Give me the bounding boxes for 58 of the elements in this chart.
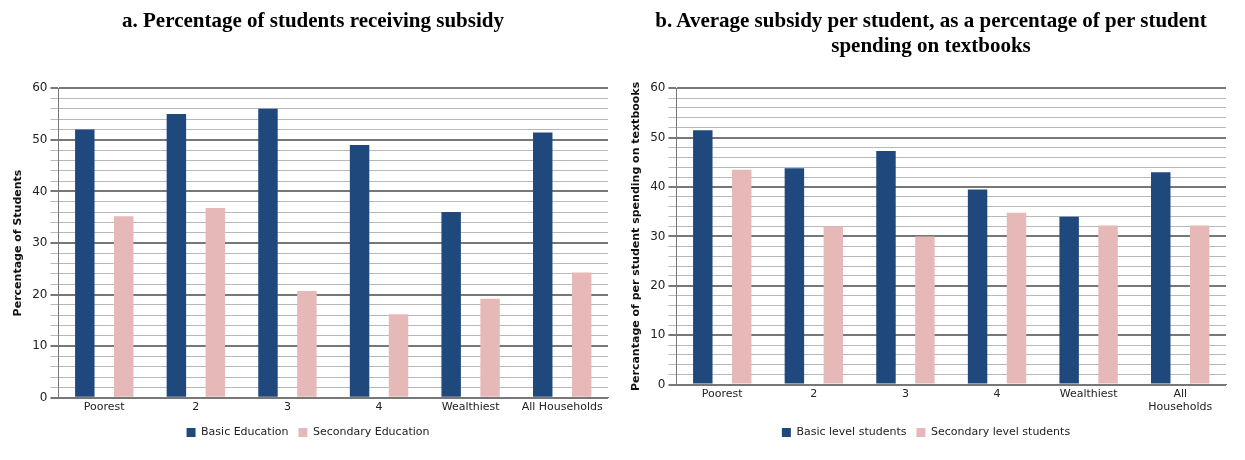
y-tick-label: 40 [650, 179, 666, 194]
bar [114, 216, 134, 397]
bar [693, 130, 713, 384]
legend-label: Secondary Education [312, 425, 430, 439]
bar [75, 129, 95, 397]
legend-label: Basic Education [201, 425, 289, 439]
y-tick-label: 50 [32, 131, 48, 146]
bar [876, 150, 896, 384]
bar [533, 132, 553, 397]
bar [571, 272, 592, 397]
bar [1151, 172, 1171, 384]
bar [480, 298, 500, 397]
y-tick-label: 60 [650, 80, 666, 95]
x-tick-label: Poorest [701, 387, 744, 401]
chart-title: a. Percentage of students receiving subsidy [121, 8, 505, 34]
legend-label: Basic level students [796, 425, 907, 439]
legend-label: Secondary level students [930, 425, 1071, 439]
x-tick-label: Poorest [83, 400, 126, 414]
bar [258, 108, 278, 397]
bar [1059, 216, 1079, 384]
y-tick-label: 20 [32, 286, 48, 301]
x-tick-label: 3 [283, 400, 291, 414]
bar [297, 290, 317, 397]
y-tick-label: 50 [650, 129, 666, 144]
bar [1189, 225, 1210, 384]
y-tick-label: 10 [650, 327, 666, 342]
bar [1098, 225, 1118, 384]
bar [349, 144, 370, 397]
x-tick-label: 4 [993, 387, 1001, 401]
chart-title: b. Average subsidy per student, as a percentage of per student spending on textbooks [654, 8, 1208, 59]
x-tick-label: Wealthiest [441, 400, 501, 414]
y-tick-label: 0 [39, 389, 48, 404]
x-tick-label: 2 [810, 387, 818, 401]
bar [166, 114, 187, 397]
x-tick-label: All Households [1148, 387, 1213, 414]
bar [1006, 212, 1027, 384]
x-tick-label: Wealthiest [1059, 387, 1119, 401]
x-tick-label: 3 [901, 387, 909, 401]
y-tick-label: 10 [32, 338, 48, 353]
x-tick-label: All Households [521, 400, 604, 414]
bar [388, 314, 409, 397]
x-tick-label: 4 [375, 400, 383, 414]
bar [732, 169, 752, 384]
y-tick-label: 30 [650, 228, 666, 243]
bar [967, 189, 988, 384]
bar [784, 168, 805, 384]
y-tick-label: 30 [32, 235, 48, 250]
y-axis-title: Percentage of Students [11, 169, 25, 317]
y-tick-label: 20 [650, 277, 666, 292]
bar [915, 236, 935, 384]
y-tick-label: 0 [657, 376, 666, 391]
y-tick-label: 40 [32, 183, 48, 198]
y-axis-title: Percantage of per student spending on textbooks [629, 81, 643, 392]
x-tick-label: 2 [192, 400, 200, 414]
bar [205, 207, 226, 397]
bar [441, 212, 461, 397]
y-tick-label: 60 [32, 80, 48, 95]
bar [823, 226, 844, 384]
